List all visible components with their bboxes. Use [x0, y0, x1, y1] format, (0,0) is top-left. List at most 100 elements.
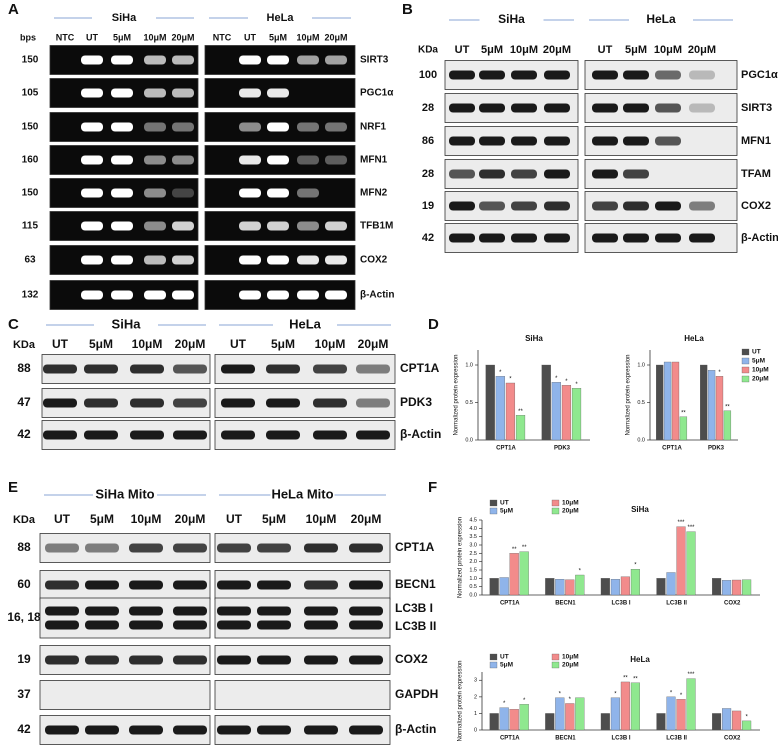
band — [623, 103, 649, 113]
band — [172, 188, 194, 198]
y-tick-label: 0.5 — [465, 400, 473, 406]
significance-mark: * — [579, 569, 582, 575]
band — [173, 364, 207, 374]
band — [325, 155, 347, 165]
band — [449, 103, 475, 113]
bar: UT — [485, 364, 495, 441]
band — [129, 725, 163, 735]
band — [325, 221, 347, 231]
band — [81, 55, 103, 65]
band — [111, 221, 133, 231]
bar: UT — [700, 364, 708, 441]
band — [130, 430, 164, 440]
x-tick-label: BECN1 — [555, 601, 576, 607]
band — [239, 255, 261, 265]
y-axis-label: Normalized protein expression — [458, 660, 464, 741]
band — [84, 430, 118, 440]
size-label: 160 — [22, 155, 39, 166]
band — [172, 55, 194, 65]
size-label: 105 — [22, 88, 39, 99]
y-tick-label: 1 — [474, 711, 477, 717]
band — [297, 122, 319, 132]
band — [304, 543, 338, 553]
row-label: COX2 — [360, 255, 388, 266]
band — [623, 169, 649, 179]
lane-label: NTC — [213, 32, 232, 42]
band — [217, 620, 251, 630]
band — [304, 725, 338, 735]
y-tick-label: 1.0 — [465, 362, 473, 368]
y-axis-label: Normalized protein expression — [458, 517, 464, 598]
group-label: SiHa Mito — [95, 486, 154, 501]
bar: 10μM — [620, 681, 630, 731]
lane-label: UT — [86, 32, 98, 42]
lane-label: UT — [52, 337, 69, 351]
band — [592, 201, 618, 211]
significance-mark: ** — [522, 545, 527, 551]
chart-title: HeLa — [630, 655, 650, 664]
lane-label: UT — [226, 512, 243, 526]
band — [111, 55, 133, 65]
chart-title: SiHa — [631, 505, 649, 514]
lane-label: 20μM — [688, 44, 716, 56]
band — [313, 398, 347, 408]
y-axis-label: Normalized protein expression — [454, 354, 460, 435]
lane-label: NTC — [56, 32, 75, 42]
bar: UT — [656, 713, 666, 731]
band — [239, 155, 261, 165]
significance-mark: * — [555, 376, 558, 382]
band — [81, 122, 103, 132]
bar: 20μM — [571, 388, 582, 441]
row-label: CPT1A — [400, 361, 440, 375]
legend-label: 20μM — [562, 508, 579, 515]
band — [111, 290, 133, 300]
legend-label: UT — [752, 349, 761, 356]
band — [349, 620, 383, 630]
band — [511, 103, 537, 113]
y-tick-label: 3 — [474, 678, 477, 684]
row-label: SIRT3 — [360, 55, 389, 66]
legend-label: 10μM — [562, 500, 579, 507]
significance-mark: * — [499, 370, 502, 376]
lane-label: 10μM — [132, 337, 163, 351]
band — [349, 655, 383, 665]
band — [144, 290, 166, 300]
significance-mark: * — [503, 701, 506, 707]
bar: 20μM — [515, 415, 526, 441]
band — [297, 188, 319, 198]
y-tick-label: 1.0 — [637, 362, 645, 368]
band — [173, 398, 207, 408]
row-label: MFN2 — [360, 188, 388, 199]
band — [449, 136, 475, 146]
bar: 5μM — [499, 707, 509, 731]
bar: UT — [600, 713, 610, 731]
lane-label: 5μM — [269, 32, 287, 42]
band — [43, 364, 77, 374]
lane-label: 5μM — [90, 512, 114, 526]
bar: 20μM — [723, 410, 732, 441]
y-tick-label: 3.0 — [469, 542, 477, 548]
band — [129, 606, 163, 616]
band — [144, 55, 166, 65]
bar: UT — [541, 364, 551, 441]
band — [217, 543, 251, 553]
band — [479, 169, 505, 179]
band — [81, 88, 103, 98]
significance-mark: * — [634, 563, 637, 569]
band — [655, 136, 681, 146]
band — [111, 88, 133, 98]
band — [297, 255, 319, 265]
bar: 5μM — [495, 376, 505, 441]
x-tick-label: LC3B II — [666, 601, 687, 607]
band — [511, 201, 537, 211]
band — [592, 70, 618, 80]
size-label: 115 — [22, 221, 39, 232]
y-tick-label: 0.5 — [637, 400, 645, 406]
legend-swatch — [551, 653, 560, 661]
x-tick-label: CPT1A — [500, 601, 520, 607]
size-label: 42 — [17, 427, 31, 441]
band — [325, 255, 347, 265]
blot-box — [39, 680, 211, 710]
significance-mark: ** — [633, 676, 638, 682]
band — [221, 398, 255, 408]
